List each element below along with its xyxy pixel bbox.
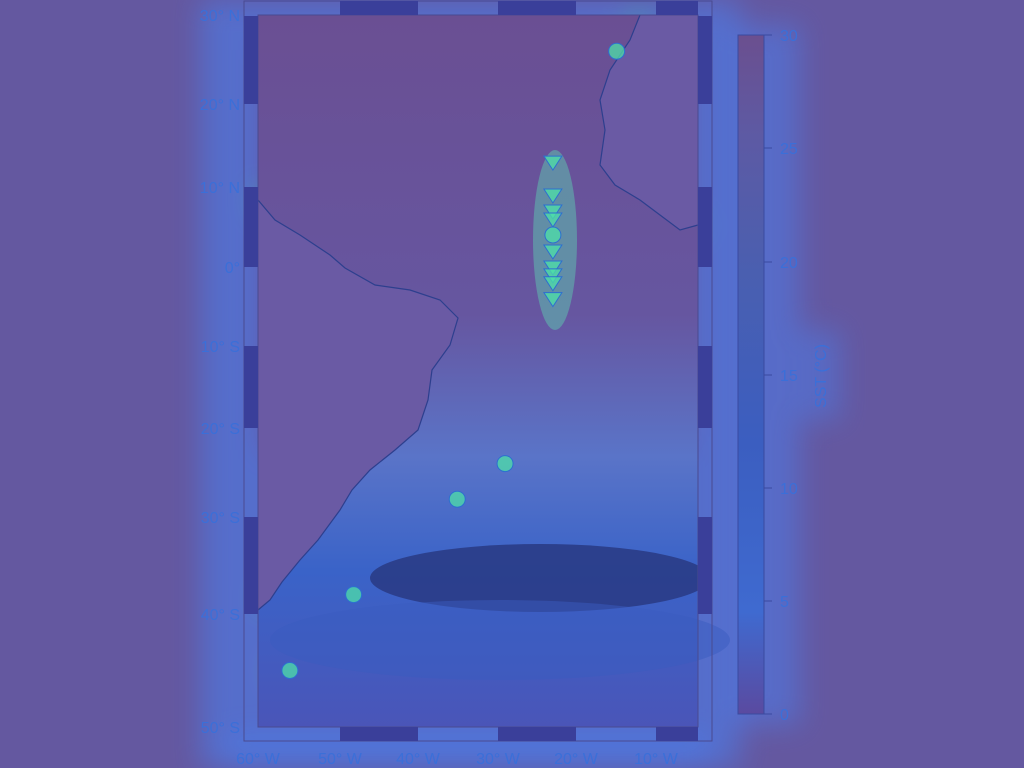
longitude-axis: 60° W 50° W 40° W 30° W 20° W 10° W (236, 751, 679, 768)
station-circle-marker (448, 490, 466, 508)
frame-tick-segment (244, 16, 258, 104)
map-area (243, 0, 730, 742)
station-triangle-marker (542, 244, 563, 260)
lon-label-30w: 30° W (476, 751, 521, 768)
frame-tick-segment (498, 1, 576, 15)
frame-tick-segment (698, 517, 712, 614)
frame-tick-segment (698, 16, 712, 104)
lat-label-50s: 50° S (201, 720, 240, 737)
lat-label-10s: 10° S (201, 339, 240, 356)
station-triangle-marker (542, 260, 563, 276)
lat-label-30n: 30° N (200, 8, 240, 25)
colorbar-tick-25: 25 (780, 141, 798, 158)
latitude-axis: 30° N 20° N 10° N 0° 10° S 20° S 30° S 4… (200, 8, 240, 737)
lat-label-20n: 20° N (200, 97, 240, 114)
colorbar-tick-5: 5 (780, 594, 789, 611)
station-triangle-marker (542, 188, 563, 204)
lat-label-20s: 20° S (201, 421, 240, 438)
frame-tick-segment (656, 727, 698, 741)
lon-label-10w: 10° W (634, 751, 679, 768)
station-triangle-marker (542, 204, 563, 220)
cold-band (370, 544, 710, 612)
station-triangle-marker (542, 268, 563, 284)
colorbar-tick-0: 0 (780, 707, 789, 724)
colorbar-gradient (737, 34, 765, 715)
station-circle-marker (608, 42, 626, 60)
frame-tick-segment (656, 1, 698, 15)
cold-band-south (270, 600, 730, 680)
colorbar-tick-15: 15 (780, 368, 798, 385)
frame-ticks (244, 1, 712, 741)
station-circle-marker (496, 455, 514, 473)
lat-label-30s: 30° S (201, 510, 240, 527)
station-circle-marker (544, 226, 562, 244)
frame-tick-segment (340, 1, 418, 15)
coastline-south-america (257, 199, 459, 611)
lon-label-60w: 60° W (236, 751, 281, 768)
lat-label-0: 0° (225, 260, 240, 277)
station-triangle-marker (542, 212, 563, 228)
frame-tick-segment (498, 727, 576, 741)
frame-tick-segment (340, 727, 418, 741)
station-triangle-marker (542, 155, 563, 172)
colorbar-ticks (764, 34, 772, 715)
frame-tick-segment (698, 346, 712, 428)
colorbar-tick-20: 20 (780, 255, 798, 272)
lat-label-10n: 10° N (200, 180, 240, 197)
colorbar-tick-30: 30 (780, 28, 798, 45)
halo-colorbar-title (800, 330, 840, 420)
africa-land (600, 15, 698, 230)
colorbar-title: SST (°C) (813, 344, 830, 408)
south-america-land (258, 200, 458, 610)
frame-tick-segment (244, 187, 258, 267)
station-circle-marker (345, 586, 363, 604)
lon-label-50w: 50° W (318, 751, 363, 768)
frame-tick-segment (244, 517, 258, 614)
lat-label-40s: 40° S (201, 607, 240, 624)
lon-label-20w: 20° W (554, 751, 599, 768)
lon-label-40w: 40° W (396, 751, 441, 768)
coastline-africa (599, 14, 699, 231)
colorbar: 30 25 20 15 10 5 0 SST (°C) (737, 28, 830, 724)
station-triangle-marker (542, 276, 563, 292)
frame-tick-segment (244, 346, 258, 428)
frame-tick-segment (698, 187, 712, 267)
station-circle-marker (281, 662, 299, 679)
station-markers (281, 42, 626, 679)
colorbar-tick-10: 10 (780, 481, 798, 498)
station-triangle-marker (542, 292, 563, 308)
